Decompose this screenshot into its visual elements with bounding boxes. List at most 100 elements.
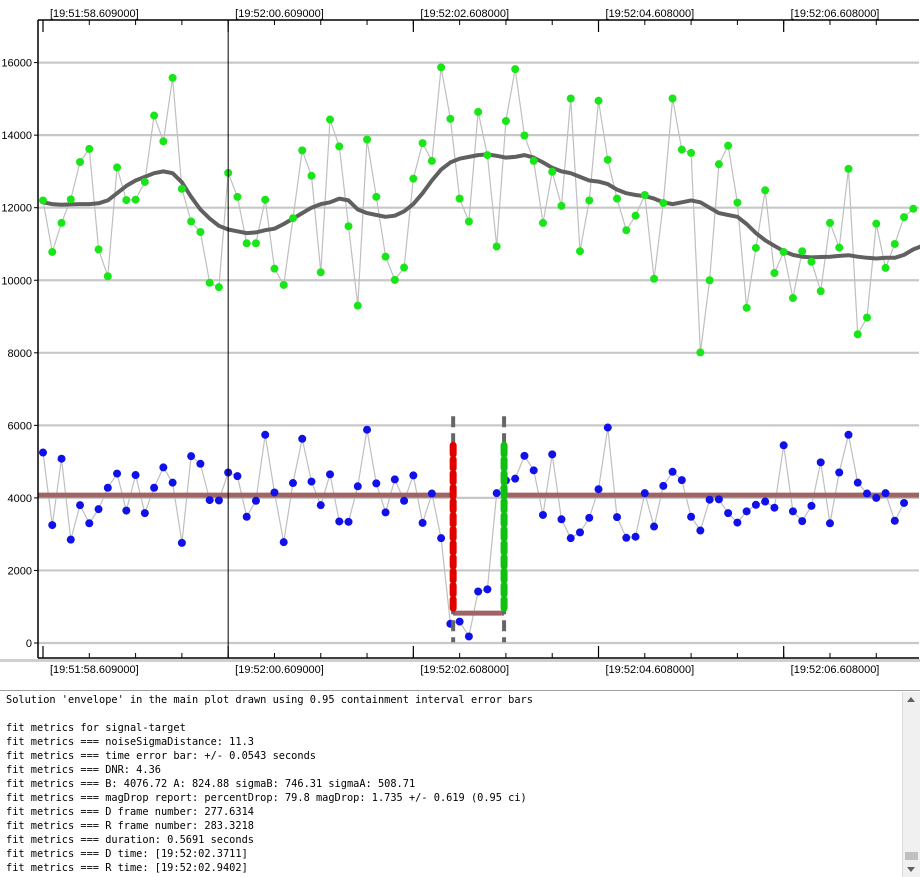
target-point [372,479,381,488]
comparison-point [326,115,335,124]
target-point [687,512,696,521]
target-point [714,495,723,504]
comparison-point [714,160,723,169]
comparison-point [418,139,427,148]
target-point [427,489,436,498]
comparison-point [131,195,140,204]
console-line [6,707,896,721]
comparison-point [335,142,344,151]
target-point [705,495,714,504]
target-point [307,477,316,486]
output-console[interactable]: Solution 'envelope' in the main plot dra… [0,690,920,877]
vertical-scrollbar[interactable] [902,692,920,877]
target-point [835,468,844,477]
target-point [520,451,529,460]
target-point [288,479,297,488]
target-point [409,471,418,480]
comparison-point [520,131,529,140]
target-point [261,430,270,439]
console-line: fit metrics === R frame number: 283.3218 [6,820,254,832]
comparison-point [529,156,538,165]
target-point [270,488,279,497]
target-point [159,463,168,472]
comparison-point [659,198,668,207]
x-tick-label-bottom: [19:52:00.609000] [235,664,324,676]
fit-envelope [38,492,919,616]
y-tick-label: 0 [26,638,32,650]
y-tick-labels: 0 2000 4000 6000 8000 10000 12000 14000 16000 [1,58,38,650]
comparison-point [511,65,520,74]
comparison-point [140,177,149,186]
comparison-point [622,226,631,235]
console-line: fit metrics === duration: 0.5691 seconds [6,834,254,846]
comparison-point [307,171,316,180]
plot-frame [0,19,920,662]
target-point [140,509,149,518]
target-point [335,517,344,526]
comparison-point [103,272,112,281]
chevron-up-icon [907,697,915,702]
comparison-point [863,313,872,322]
scroll-down-button[interactable] [904,861,919,877]
comparison-points [39,63,918,357]
y-tick-label: 2000 [8,565,32,577]
console-line: fit metrics === time error bar: +/- 0.05… [6,750,316,762]
target-point [585,513,594,522]
target-point [733,518,742,527]
target-point [363,425,372,434]
target-point [677,476,686,485]
console-line: fit metrics === B: 4076.72 A: 824.88 sig… [6,778,416,790]
light-curve-plot[interactable]: 0 2000 4000 6000 8000 10000 12000 14000 16000 [1… [0,0,920,690]
target-point [668,467,677,476]
comparison-point [427,156,436,165]
target-point [566,534,575,543]
comparison-point [57,218,66,227]
comparison-point [94,245,103,254]
comparison-point [575,247,584,256]
target-point [39,448,47,457]
comparison-point [825,218,834,227]
target-point [464,632,473,641]
comparison-point [770,268,779,277]
x-tick-label-top: [19:52:06.608000] [791,8,880,20]
comparison-point [881,263,890,272]
x-tick-label-top: [19:52:02.608000] [420,8,509,20]
comparison-point [66,195,75,204]
target-point [76,501,85,510]
comparison-point [409,174,418,183]
comparison-point [85,144,94,153]
grid-lines [38,61,919,645]
y-tick-label: 10000 [1,275,32,287]
comparison-point [548,167,557,176]
target-point [844,430,853,439]
error-bars [449,416,508,643]
comparison-point [557,201,566,210]
comparison-point [474,107,483,116]
target-point [251,496,260,505]
target-point [742,507,751,516]
comparison-point [205,278,214,287]
scroll-thumb[interactable] [905,852,918,860]
target-point [853,478,862,487]
comparison-point [214,283,223,292]
target-point [770,503,779,512]
comparison-point [594,96,603,105]
target-point [381,508,390,517]
comparison-point [844,164,853,173]
target-point [557,515,566,524]
target-points [39,423,909,641]
comparison-point [807,257,816,266]
scroll-up-button[interactable] [904,692,919,708]
comparison-point [446,114,455,123]
target-point [344,517,353,526]
comparison-point [316,268,325,277]
comparison-point [298,146,307,155]
comparison-point [122,196,131,205]
console-line: fit metrics === noiseSigmaDistance: 11.3 [6,736,254,748]
comparison-point [538,218,547,227]
target-point [529,466,538,475]
target-point [594,485,603,494]
target-point [150,483,159,492]
comparison-point [288,214,297,223]
target-point [779,441,788,450]
